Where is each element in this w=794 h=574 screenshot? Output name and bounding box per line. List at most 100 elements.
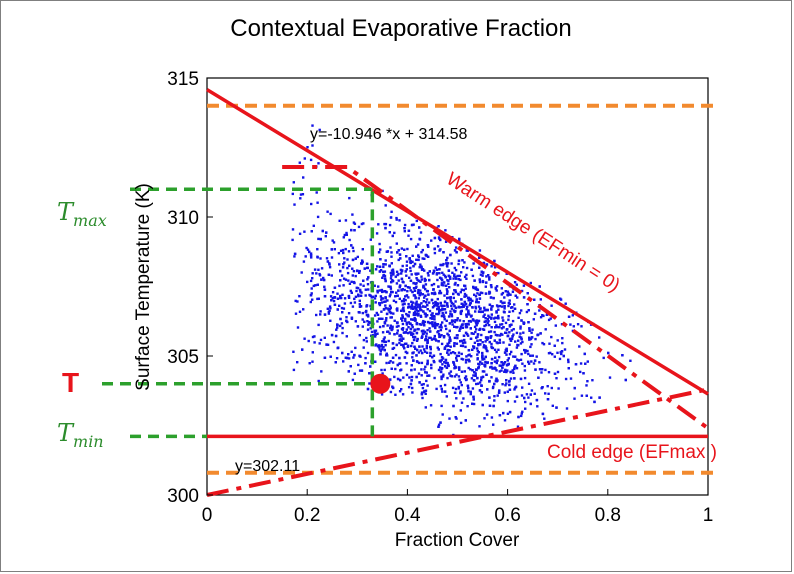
scatter-point	[500, 327, 504, 330]
scatter-point	[388, 231, 391, 234]
scatter-point	[624, 378, 627, 382]
scatter-point	[415, 219, 418, 223]
scatter-point	[445, 344, 448, 348]
scatter-point	[389, 378, 392, 381]
scatter-point	[453, 320, 457, 324]
scatter-point	[382, 346, 385, 349]
scatter-point	[511, 309, 515, 313]
scatter-point	[490, 326, 493, 329]
scatter-point	[543, 417, 546, 420]
scatter-point	[322, 276, 325, 280]
scatter-point	[466, 333, 469, 336]
scatter-point	[381, 290, 384, 294]
scatter-point	[481, 355, 484, 358]
scatter-point	[524, 351, 527, 354]
scatter-point	[456, 317, 459, 320]
scatter-point	[341, 351, 344, 355]
scatter-point	[411, 290, 414, 294]
scatter-point	[496, 394, 499, 397]
scatter-point	[440, 326, 443, 329]
scatter-point	[441, 413, 444, 416]
scatter-point	[445, 262, 448, 265]
scatter-point	[419, 306, 422, 309]
scatter-point	[440, 404, 443, 408]
scatter-point	[485, 275, 488, 278]
scatter-point	[396, 329, 399, 332]
scatter-point	[398, 219, 401, 222]
scatter-point	[319, 338, 323, 342]
scatter-point	[449, 351, 453, 355]
scatter-point	[475, 328, 478, 331]
scatter-point	[353, 297, 356, 301]
scatter-point	[516, 425, 520, 428]
scatter-point	[349, 301, 353, 305]
scatter-point	[455, 397, 458, 400]
scatter-point	[430, 239, 433, 242]
scatter-point	[341, 326, 344, 330]
scatter-point	[533, 392, 536, 395]
scatter-point	[465, 277, 468, 280]
scatter-point	[389, 216, 393, 219]
scatter-point	[476, 349, 479, 353]
scatter-point	[500, 293, 503, 296]
scatter-point	[339, 317, 342, 321]
scatter-point	[465, 315, 468, 318]
scatter-point	[471, 387, 475, 390]
scatter-point	[508, 353, 512, 356]
scatter-point	[445, 288, 449, 291]
scatter-point	[416, 348, 419, 352]
scatter-point	[467, 387, 470, 390]
scatter-point	[426, 320, 430, 324]
warm-dashdot-line	[282, 164, 710, 430]
scatter-point	[484, 336, 488, 339]
scatter-point	[479, 360, 482, 364]
scatter-point	[426, 314, 429, 317]
scatter-point	[512, 328, 515, 331]
scatter-point	[415, 300, 418, 303]
scatter-point	[292, 368, 296, 372]
scatter-point	[477, 366, 480, 369]
chart-title: Contextual Evaporative Fraction	[230, 15, 572, 42]
scatter-point	[471, 318, 475, 321]
scatter-point	[463, 292, 467, 296]
scatter-point	[486, 337, 489, 340]
scatter-point	[354, 257, 357, 260]
scatter-point	[347, 250, 351, 253]
scatter-point	[433, 318, 436, 321]
scatter-point	[391, 342, 395, 345]
scatter-point	[410, 307, 413, 310]
scatter-point	[544, 368, 547, 372]
scatter-point	[506, 412, 510, 415]
scatter-point	[405, 351, 409, 355]
scatter-point	[445, 319, 448, 322]
scatter-point	[490, 313, 493, 316]
scatter-point	[484, 346, 487, 350]
scatter-point	[498, 370, 501, 373]
scatter-point	[556, 339, 559, 342]
scatter-point	[555, 377, 558, 380]
scatter-point	[432, 282, 436, 286]
scatter-point	[444, 358, 448, 362]
scatter-point	[415, 303, 419, 306]
scatter-point	[483, 313, 486, 316]
scatter-point	[380, 301, 384, 304]
scatter-point	[508, 299, 511, 302]
scatter-point	[443, 300, 447, 304]
scatter-point	[578, 345, 581, 348]
scatter-point	[486, 317, 489, 321]
scatter-point	[408, 257, 411, 261]
scatter-point	[438, 335, 441, 338]
scatter-point	[333, 248, 336, 251]
y-axis-label: Surface Temperature (K)	[133, 183, 154, 391]
scatter-point	[292, 350, 295, 353]
scatter-point	[415, 312, 418, 315]
scatter-point	[456, 292, 460, 296]
scatter-point	[446, 348, 449, 352]
scatter-point	[358, 271, 361, 274]
scatter-point	[380, 288, 384, 292]
scatter-point	[447, 274, 450, 278]
scatter-point	[475, 336, 478, 339]
scatter-point	[383, 321, 387, 324]
scatter-point	[503, 361, 507, 364]
scatter-point	[401, 264, 404, 268]
